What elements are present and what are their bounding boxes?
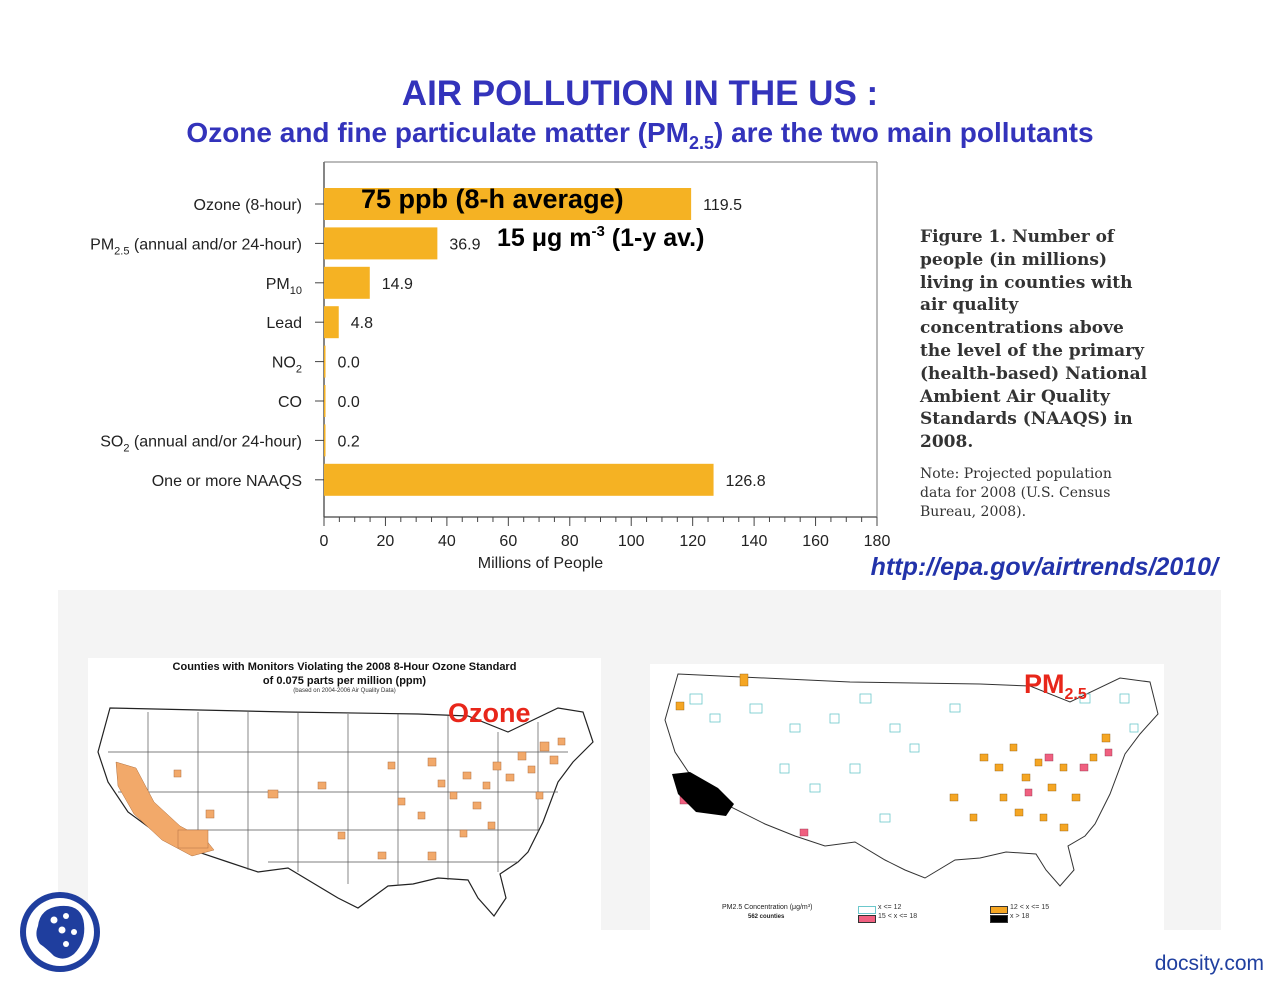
us-outline [97, 707, 594, 917]
bar-2 [324, 227, 438, 260]
bar-7 [324, 424, 326, 457]
subtitle-subscript: 2.5 [688, 133, 714, 153]
legend-swatch-1 [858, 906, 876, 914]
pm-label-text: PM [1024, 669, 1065, 699]
ozone-violating-counties [115, 737, 566, 861]
x-tick-label: 100 [618, 533, 645, 550]
category-label-6: CO [278, 394, 302, 411]
bar-1 [324, 188, 692, 220]
value-label-2: 36.9 [449, 236, 480, 253]
legend-swatch-4 [990, 915, 1008, 923]
pm25-counties-12-15 [675, 673, 1111, 832]
pm-label-sub: 2.5 [1064, 686, 1087, 703]
category-label-8: One or more NAAQS [152, 473, 302, 490]
pm-annotation-pre: 15 μg m [497, 224, 592, 252]
ozone-map: Counties with Monitors Violating the 200… [88, 658, 601, 930]
pm25-us-map-graphic [664, 673, 1159, 887]
ozone-map-title-line2: of 0.075 parts per million (ppm) [262, 675, 427, 687]
bar-6 [324, 385, 326, 417]
category-label-4: Lead [266, 315, 302, 332]
legend-item-2: 12 < x <= 15 [1010, 904, 1050, 911]
category-label-7: SO2 (annual and/or 24-hour) [100, 433, 302, 454]
bar-3 [324, 266, 370, 299]
category-label-2: PM2.5 (annual and/or 24-hour) [90, 236, 302, 257]
value-label-8: 126.8 [726, 473, 766, 490]
legend-item-4: x > 18 [1010, 913, 1030, 920]
value-label-3: 14.9 [382, 276, 413, 293]
value-label-4: 4.8 [351, 315, 373, 332]
x-tick-label: 180 [864, 533, 891, 550]
legend-swatch-3 [858, 915, 876, 923]
bar-chart: 0 20 40 60 80 100 120 140 160 180 Millions of Peop… [90, 161, 891, 572]
pm-annotation-post: (1-y av.) [604, 224, 705, 252]
x-axis-label: Millions of People [478, 555, 604, 572]
x-tick-label: 0 [320, 533, 329, 550]
x-tick-label: 160 [802, 533, 829, 550]
source-url: http://epa.gov/airtrends/2010/ [870, 553, 1218, 581]
ozone-map-title-line1: Counties with Monitors Violating the 200… [172, 661, 517, 673]
us-outline [664, 673, 1159, 887]
x-tick-label: 140 [741, 533, 768, 550]
pm-annotation-sup: -3 [591, 223, 605, 240]
ozone-us-map-graphic [97, 707, 594, 917]
bar-8 [324, 463, 714, 496]
docsity-watermark: docsity.com [1154, 952, 1264, 975]
value-label-5: 0.0 [338, 355, 360, 372]
legend-item-1: x <= 12 [878, 904, 902, 911]
x-tick-label: 80 [561, 533, 579, 550]
pm25-legend-title: PM2.5 Concentration (μg/m³) [722, 904, 813, 911]
x-tick-label: 20 [377, 533, 395, 550]
figure-caption: Figure 1. Number of people (in millions)… [920, 227, 1148, 453]
docsity-logo-icon [20, 892, 100, 972]
ozone-map-title-line3: (based on 2004-2006 Air Quality Data) [293, 688, 396, 694]
ozone-standard-annotation: 75 ppb (8-h average) [361, 184, 624, 214]
legend-item-3: 15 < x <= 18 [878, 913, 918, 920]
subtitle-text-pre: Ozone and fine particulate matter (PM [186, 117, 689, 148]
pm25-map-label: PM2.5 [1024, 669, 1087, 704]
pm25-map: PM2.5 Concentration (μg/m³) 562 counties… [650, 664, 1164, 930]
x-tick-label: 120 [679, 533, 706, 550]
category-label-1: Ozone (8-hour) [194, 197, 303, 214]
category-label-5: NO2 [272, 355, 302, 376]
category-label-3: PM10 [266, 276, 302, 297]
figure-note: Note: Projected population data for 2008… [920, 466, 1112, 520]
value-label-6: 0.0 [338, 394, 360, 411]
pm-standard-annotation: 15 μg m-3 (1-y av.) [497, 223, 704, 253]
bar-5 [324, 345, 326, 378]
ozone-map-label: Ozone [448, 698, 531, 728]
slide-title: AIR POLLUTION IN THE US : [401, 74, 879, 113]
pm25-legend-count: 562 counties [748, 914, 785, 920]
value-label-1: 119.5 [703, 197, 742, 214]
pm25-counties-over-18 [672, 772, 734, 816]
bar-4 [324, 306, 339, 339]
subtitle-text-post: ) are the two main pollutants [713, 117, 1094, 148]
x-tick-label: 40 [438, 533, 456, 550]
x-tick-label: 60 [499, 533, 517, 550]
legend-swatch-2 [990, 906, 1008, 914]
slide-subtitle: Ozone and fine particulate matter (PM2.5… [0, 117, 1280, 154]
value-label-7: 0.2 [338, 433, 360, 450]
